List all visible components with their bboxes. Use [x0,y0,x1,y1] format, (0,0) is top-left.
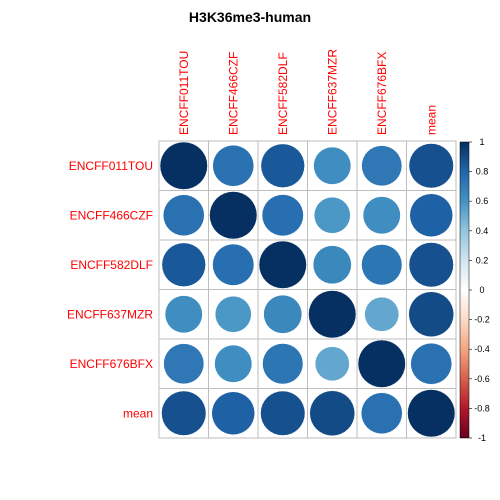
chart-title: H3K36me3-human [189,9,311,25]
row-label: ENCFF637MZR [67,307,153,321]
correlation-circle [260,143,305,188]
correlation-circle [161,390,207,436]
correlation-circle [408,242,454,288]
column-label: ENCFF011TOU [177,51,191,135]
colorbar-tick-label: -0.8 [474,403,490,413]
colorbar-tick-label: -0.4 [474,344,490,354]
correlation-circle [314,346,350,382]
correlation-circle [263,294,303,334]
colorbar-gradient [459,141,470,439]
colorbar-tick-label: 0.6 [476,196,489,206]
colorbar-tick-label: 0.4 [476,226,489,236]
correlation-circle [313,196,351,234]
correlation-circle [361,145,403,187]
column-labels: ENCFF011TOU ENCFF466CZF ENCFF582DLF ENCFF63… [177,49,439,135]
column-label: ENCFF466CZF [226,52,240,135]
grid-cells [158,140,457,439]
correlation-circle [408,291,455,338]
column-label: mean [424,105,438,135]
row-labels: ENCFF011TOU ENCFF466CZF ENCFF582DLF ENCFF63… [67,159,153,421]
correlation-circle [408,143,454,189]
correlation-circle [357,339,406,388]
correlation-circle [261,194,304,237]
correlation-circle [308,290,357,339]
row-label: ENCFF676BFX [70,357,153,371]
correlation-circle [214,344,253,383]
correlation-circle [214,295,252,333]
row-label: ENCFF011TOU [69,159,153,173]
correlation-circle [260,390,306,436]
correlation-circle [209,191,258,240]
correlation-circle [161,242,206,287]
correlation-circle [212,144,255,187]
correlation-circle [262,343,304,385]
colorbar-tick-label: 1 [479,137,484,147]
correlation-circle [309,390,356,437]
correlation-circle [360,392,403,435]
column-label: ENCFF582DLF [276,52,290,135]
correlation-circle [312,245,352,285]
correlation-circle [212,243,255,286]
colorbar-tick-label: 0.2 [476,255,489,265]
correlation-circle [313,146,352,185]
correlation-circle [162,194,205,237]
correlation-circle [409,193,454,238]
correlation-circle [211,391,256,436]
correlation-circle [164,295,203,334]
correlation-circle [362,196,401,235]
row-label: ENCFF582DLF [70,258,153,272]
grid-cell [406,388,457,439]
colorbar-ticks: 1 0.8 0.6 0.4 0.2 0 -0.2 -0.4 -0.6 -0.8 -1 [469,137,490,443]
column-label: ENCFF637MZR [325,49,339,135]
color-legend: 1 0.8 0.6 0.4 0.2 0 -0.2 -0.4 -0.6 -0.8 -1 [459,137,490,443]
correlation-circle [410,342,453,385]
column-label: ENCFF676BFX [375,52,389,135]
row-label: ENCFF466CZF [70,208,153,222]
correlation-circle [258,240,307,289]
colorbar-tick-label: -0.6 [474,374,490,384]
correlation-circle [159,141,208,190]
correlation-circle [163,343,205,385]
correlation-circle [407,389,456,438]
colorbar-tick-label: -0.2 [474,315,490,325]
correlation-circles [159,141,456,438]
colorbar-tick-label: -1 [478,433,486,443]
correlation-circle [361,244,403,286]
row-label: mean [123,406,153,420]
colorbar-tick-label: 0.8 [476,167,489,177]
correlation-circle [364,296,400,332]
colorbar-tick-label: 0 [479,285,484,295]
